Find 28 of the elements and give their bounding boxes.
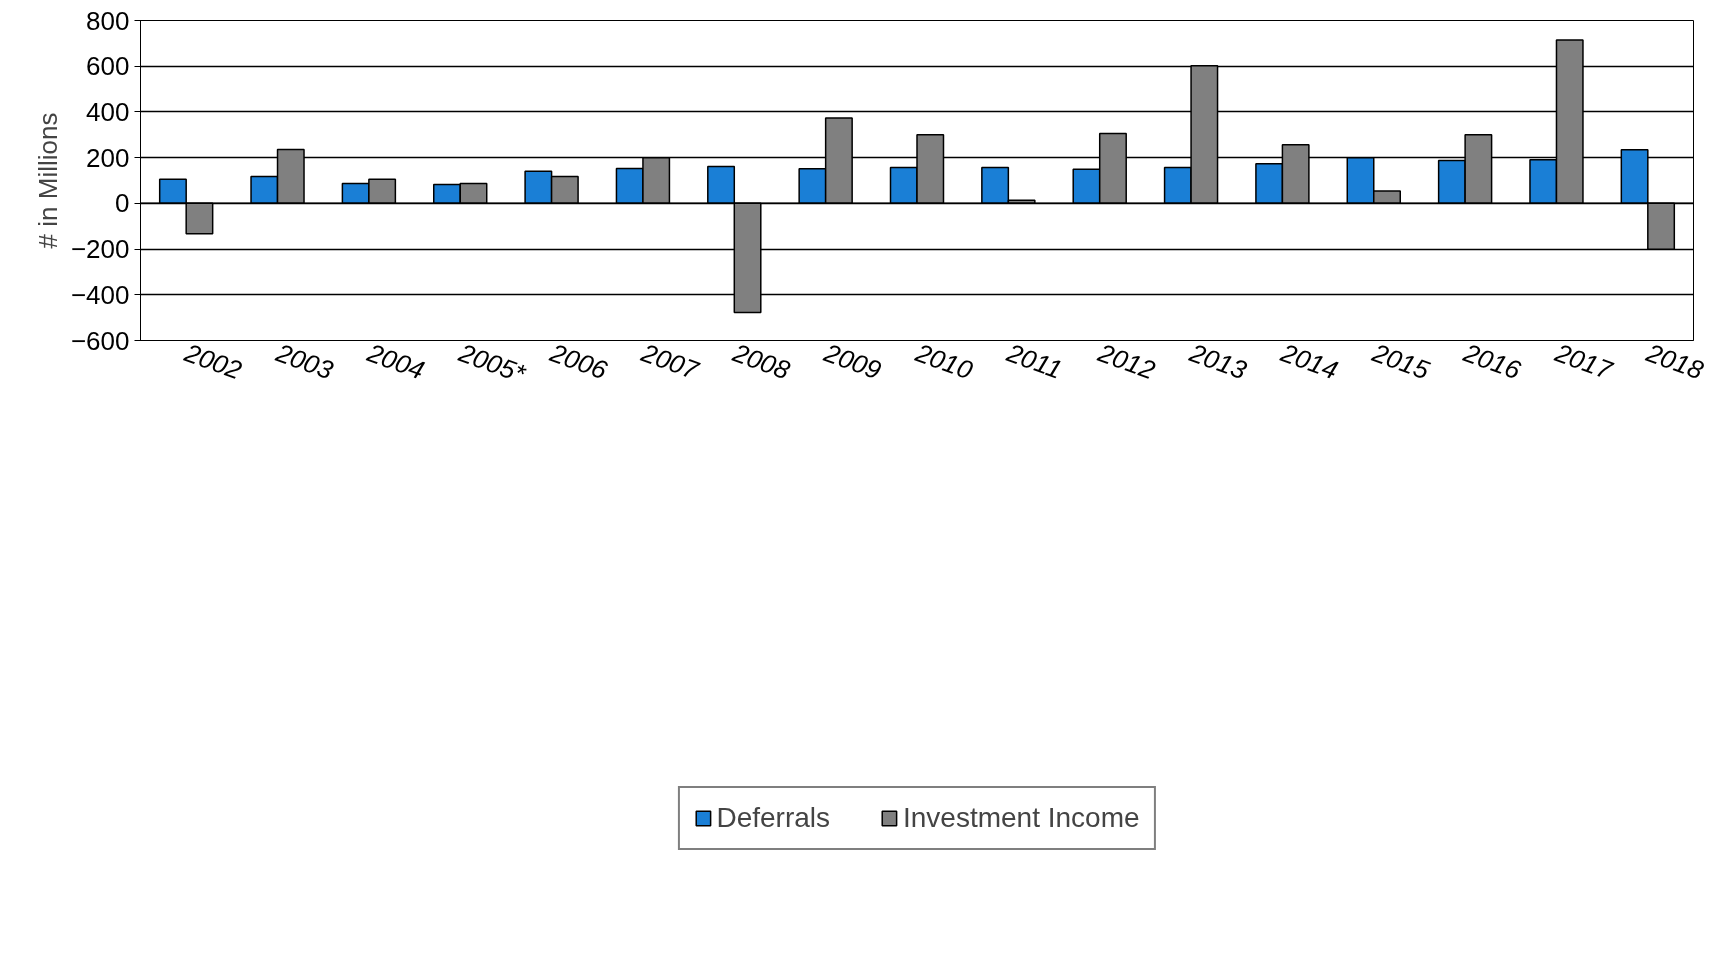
y-tick-label: 400 — [86, 96, 130, 127]
x-tick-label: 2013 — [1184, 337, 1252, 386]
x-tick-label: 2011 — [1002, 337, 1067, 385]
x-tick-label: 2016 — [1459, 337, 1526, 386]
y-tick-label: −200 — [70, 234, 130, 265]
y-tick-label: 0 — [115, 188, 130, 219]
y-axis-title: # in Millions — [32, 112, 63, 249]
y-tick-label: −600 — [70, 325, 130, 356]
x-tick-label: 2015 — [1367, 337, 1434, 386]
x-tick-label: 2008 — [728, 337, 795, 386]
legend-label: Deferrals — [716, 802, 831, 834]
legend-label: Investment Income — [903, 802, 1140, 834]
x-tick-label: 2004 — [362, 337, 429, 386]
x-tick-label: 2018 — [1641, 337, 1708, 386]
y-tick-label: 200 — [86, 142, 130, 173]
y-tick-label: 800 — [86, 5, 130, 36]
x-tick-label: 2006 — [545, 337, 612, 386]
x-tick-label: 2007 — [636, 337, 704, 386]
x-tick-label: 2009 — [819, 337, 886, 386]
x-tick-label: 2002 — [180, 337, 247, 386]
x-tick-label: 2012 — [1093, 337, 1160, 386]
y-tick-label: −400 — [70, 279, 130, 310]
x-tick-label: 2010 — [910, 337, 977, 386]
x-tick-label: 2005* — [454, 337, 531, 390]
x-tick-label: 2003 — [271, 337, 338, 386]
x-tick-label: 2017 — [1550, 337, 1618, 386]
y-tick-label: 600 — [86, 51, 130, 82]
x-tick-label: 2014 — [1276, 337, 1342, 386]
